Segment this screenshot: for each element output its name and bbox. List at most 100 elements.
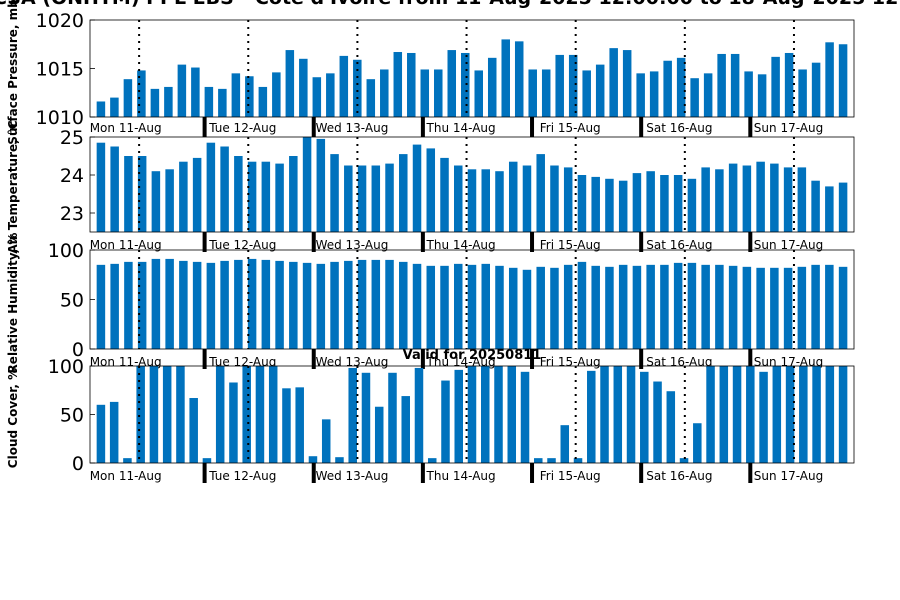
cloud-cover-bar [719, 366, 729, 463]
air-temperature-bar [563, 167, 573, 232]
cloud-cover-bar [176, 366, 185, 463]
surface-pressure-bar [191, 67, 200, 117]
surface-pressure-bar [582, 70, 591, 117]
cloud-cover-bar [215, 366, 225, 463]
cloud-cover-ylabel: Cloud Cover, % [6, 368, 20, 468]
relative-humidity-bar [330, 261, 339, 349]
cloud-cover-bar [401, 396, 410, 463]
cloud-cover-bar [732, 366, 742, 463]
cloud-cover-bar [361, 372, 371, 463]
relative-humidity-bar [632, 265, 642, 349]
air-temperature-bar [137, 156, 147, 232]
relative-humidity-bar [742, 266, 752, 349]
x-tick-label: Sun 17-Aug [754, 469, 823, 483]
cloud-cover-bar [467, 366, 477, 463]
relative-humidity-bar [783, 267, 793, 349]
y-tick-label: 1020 [36, 10, 84, 32]
surface-pressure-bar [514, 41, 524, 118]
surface-pressure-panel: 1010 1015 1020 Mon 11-Aug Tue 12-Aug Wed 13-A… [6, 0, 855, 145]
cloud-cover-bar [255, 366, 265, 463]
relative-humidity-bar [399, 261, 408, 349]
surface-pressure-bar [838, 44, 848, 117]
surface-pressure-bar [326, 73, 335, 117]
air-temperature-bar [220, 146, 229, 232]
cloud-cover-bar [388, 372, 397, 463]
x-tick-label: Wed 13-Aug [316, 238, 389, 252]
y-tick-label: 50 [60, 290, 84, 312]
surface-pressure-bar [744, 71, 753, 117]
relative-humidity-bar [522, 269, 532, 349]
y-tick-label: 0 [72, 339, 84, 361]
air-temperature-bar [481, 169, 490, 232]
cloud-cover-bar [268, 366, 278, 463]
surface-pressure-bar [487, 57, 497, 117]
surface-pressure-bar [663, 60, 672, 117]
x-tick-label: Tue 12-Aug [208, 238, 276, 252]
cloud-cover-bar [799, 366, 808, 463]
air-temperature-bar [275, 163, 284, 232]
air-temperature-bar [467, 169, 477, 232]
surface-pressure-bar [393, 52, 403, 118]
surface-pressure-bar [177, 64, 187, 117]
chart-panels: 1010 1015 1020 Mon 11-Aug Tue 12-Aug Wed 13-A… [6, 0, 855, 483]
surface-pressure-bar [676, 57, 686, 117]
x-tick-label: Mon 11-Aug [90, 469, 162, 483]
x-tick-label: Sat 16-Aug [646, 469, 712, 483]
air-temperature-bar [330, 154, 339, 232]
cloud-cover-panel: 0 50 100 Mon 11-Aug Tue 12-Aug Wed 13-Aug Thu … [6, 356, 855, 483]
surface-pressure-bar [380, 69, 389, 117]
surface-pressure-bar [407, 52, 416, 118]
cloud-cover-bar [534, 458, 543, 463]
air-temperature-bar [302, 137, 312, 232]
cloud-cover-bar [507, 366, 517, 463]
y-tick-label: 23 [60, 203, 84, 225]
surface-pressure-bar [825, 42, 834, 118]
surface-pressure-bar [771, 56, 780, 117]
air-temperature-bar [371, 165, 381, 232]
air-temperature-bar [632, 173, 642, 232]
surface-pressure-bar [461, 52, 470, 118]
air-temperature-bar [728, 163, 738, 232]
surface-pressure-bar [366, 79, 376, 117]
x-tick-label: Thu 14-Aug [426, 238, 496, 252]
air-temperature-bar [660, 175, 669, 232]
air-temperature-bar [247, 161, 257, 232]
y-tick-label: 1015 [36, 59, 84, 81]
air-temperature-bar [577, 175, 587, 232]
air-temperature-bar [344, 165, 353, 232]
x-tick-label: Fri 15-Aug [540, 121, 601, 135]
surface-pressure-bar [690, 78, 699, 117]
relative-humidity-bar [179, 260, 188, 349]
relative-humidity-bar [316, 263, 326, 349]
surface-pressure-bar [757, 74, 767, 117]
air-temperature-bar [96, 142, 106, 232]
cloud-cover-bar [454, 369, 463, 463]
air-temperature-bar [825, 186, 834, 232]
x-tick-label: Sun 17-Aug [754, 238, 823, 252]
air-temperature-bar [673, 175, 683, 232]
relative-humidity-bar [508, 267, 518, 349]
cloud-cover-bar [679, 458, 689, 463]
cloud-cover-bar [640, 371, 649, 463]
surface-pressure-bar [717, 53, 726, 117]
y-tick-label: 1010 [36, 107, 84, 129]
surface-pressure-bar [595, 64, 605, 117]
surface-pressure-bar [137, 70, 146, 117]
cloud-cover-bar [706, 366, 715, 463]
air-temperature-bar [206, 142, 216, 232]
x-tick-label: Tue 12-Aug [208, 355, 276, 369]
air-temperature-bar [385, 163, 394, 232]
surface-pressure-bar [568, 54, 578, 117]
surface-pressure-bar [272, 72, 281, 117]
relative-humidity-bar [454, 263, 463, 349]
surface-pressure-bar [164, 86, 173, 117]
air-temperature-bar [770, 163, 779, 232]
cloud-cover-bar [123, 458, 132, 463]
x-tick-label: Tue 12-Aug [208, 469, 276, 483]
air-temperature-bar [838, 182, 848, 232]
relative-humidity-bar [357, 259, 367, 349]
surface-pressure-bar [353, 59, 362, 117]
x-tick-label: Mon 11-Aug [90, 238, 162, 252]
surface-pressure-bar [811, 62, 821, 117]
